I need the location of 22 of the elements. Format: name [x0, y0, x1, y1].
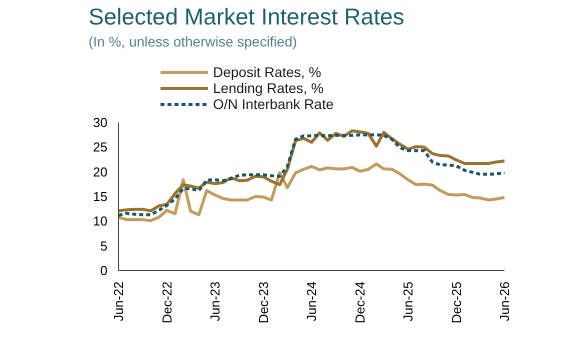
y-tick-label: 5 [100, 238, 108, 254]
x-tick-label: Jun-24 [304, 282, 320, 322]
x-tick-label: Jun-23 [207, 282, 222, 322]
y-tick-label: 0 [100, 263, 108, 278]
x-tick-label: Jun-22 [111, 282, 126, 322]
chart-subtitle: (In %, unless otherwise specified) [88, 34, 298, 50]
line-series [118, 162, 504, 222]
x-tick-label: Dec-22 [159, 281, 174, 324]
legend-label: Deposit Rates, % [213, 64, 322, 80]
legend-label: O/N Interbank Rate [213, 96, 334, 112]
y-tick-label: 10 [93, 214, 108, 229]
legend-label: Lending Rates, % [213, 80, 324, 96]
x-tick-label: Jun-25 [400, 282, 416, 322]
y-tick-label: 15 [93, 189, 108, 204]
y-tick-label: 25 [93, 140, 108, 155]
x-tick-label: Dec-23 [256, 281, 271, 324]
x-tick-label: Jun-26 [497, 282, 512, 322]
x-tick-label: Dec-24 [352, 281, 368, 324]
x-tick-label: Dec-25 [448, 281, 464, 324]
y-tick-label: 20 [93, 164, 108, 180]
chart-title: Selected Market Interest Rates [88, 4, 404, 30]
y-tick-label: 30 [93, 115, 108, 130]
